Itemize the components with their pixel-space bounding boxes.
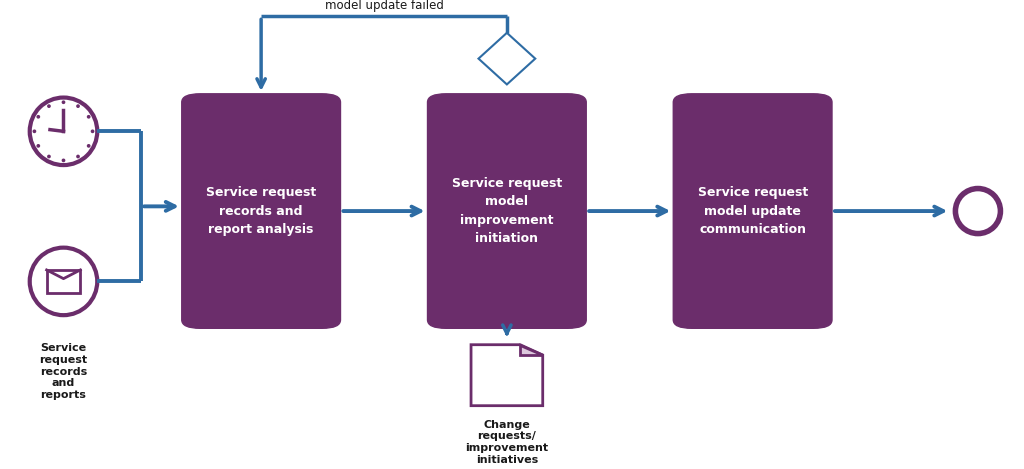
Text: Service
request
records
and
reports: Service request records and reports [40,343,87,400]
Text: Service request
model
improvement
initiation: Service request model improvement initia… [452,177,562,245]
Ellipse shape [47,104,51,108]
Ellipse shape [91,129,94,133]
Text: Change
requests/
improvement
initiatives: Change requests/ improvement initiatives [465,420,549,465]
FancyBboxPatch shape [674,94,831,328]
FancyBboxPatch shape [182,94,340,328]
Ellipse shape [76,104,80,108]
Ellipse shape [61,100,66,104]
Text: Service request
model update failed: Service request model update failed [325,0,443,12]
Ellipse shape [955,189,1000,234]
Text: Service request
records and
report analysis: Service request records and report analy… [206,186,316,236]
Bar [47,270,80,293]
Polygon shape [478,33,536,84]
Ellipse shape [33,129,36,133]
Polygon shape [471,345,543,406]
Text: Service request
model update
communication: Service request model update communicati… [697,186,808,236]
Ellipse shape [37,144,40,148]
Ellipse shape [87,115,90,119]
Ellipse shape [76,155,80,159]
FancyBboxPatch shape [428,94,586,328]
Ellipse shape [87,144,90,148]
Ellipse shape [47,155,51,159]
Ellipse shape [61,159,66,162]
Ellipse shape [37,115,40,119]
Polygon shape [520,345,543,355]
